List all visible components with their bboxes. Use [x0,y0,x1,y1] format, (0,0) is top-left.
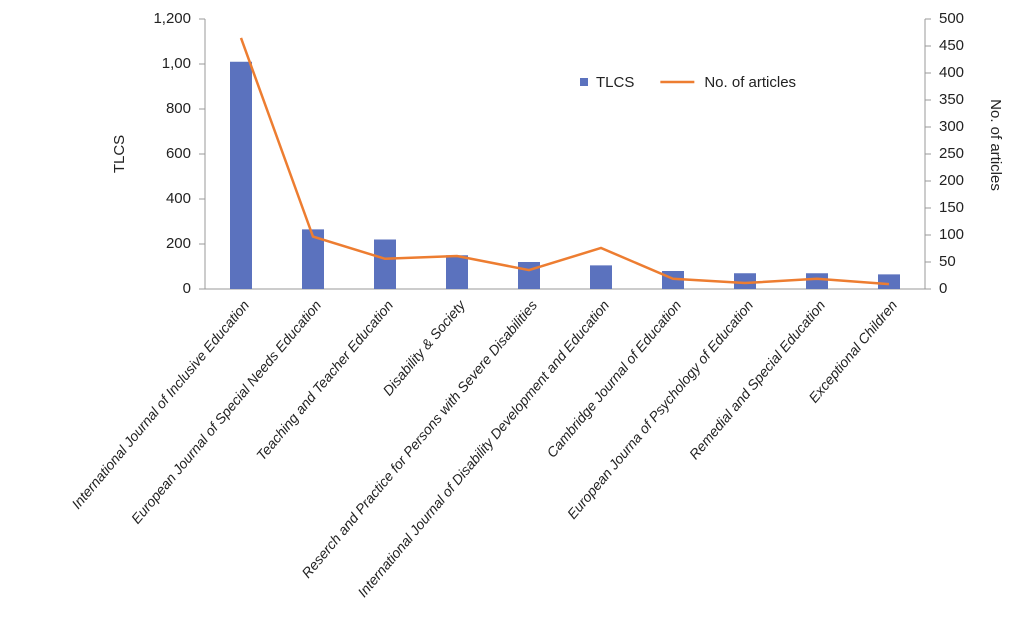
bar [230,61,252,289]
y-tick-label: 800 [166,100,191,117]
y-tick-label: 200 [166,235,191,252]
bar [806,273,828,289]
y2-axis-title: No. of articles [987,99,1004,191]
y-tick-label: 1,00 [162,55,191,72]
y2-tick-label: 0 [939,280,947,297]
y2-tick-label: 100 [939,226,964,243]
y2-tick-label: 150 [939,199,964,216]
y-tick-label: 600 [166,145,191,162]
y2-tick-label: 450 [939,37,964,54]
bar [734,273,756,289]
legend-label: No. of articles [704,74,796,91]
y2-tick-label: 300 [939,118,964,135]
line [239,37,890,286]
x-tick-label: Cambridge Journal of Education [543,297,684,461]
y2-tick-label: 250 [939,145,964,162]
x-tick-label: International Journal of Disability Deve… [354,297,612,600]
bar [374,239,396,289]
bar [590,265,612,289]
legend-swatch [580,78,588,86]
bar [518,262,540,289]
y2-tick-label: 400 [939,64,964,81]
bar [878,274,900,289]
y2-tick-label: 350 [939,91,964,108]
y-tick-label: 0 [183,280,191,297]
x-tick-label: Remedial and Special Education [686,297,828,462]
y-tick-label: 400 [166,190,191,207]
y2-tick-label: 50 [939,253,956,270]
y-axis-title: TLCS [111,135,128,173]
bar [446,255,468,289]
legend-label: TLCS [596,74,634,91]
bar [302,229,324,289]
y2-tick-label: 200 [939,172,964,189]
y-tick-label: 1,200 [153,10,191,27]
x-tick-label: Teaching and Teacher Education [253,297,396,463]
y2-tick-label: 500 [939,10,964,27]
